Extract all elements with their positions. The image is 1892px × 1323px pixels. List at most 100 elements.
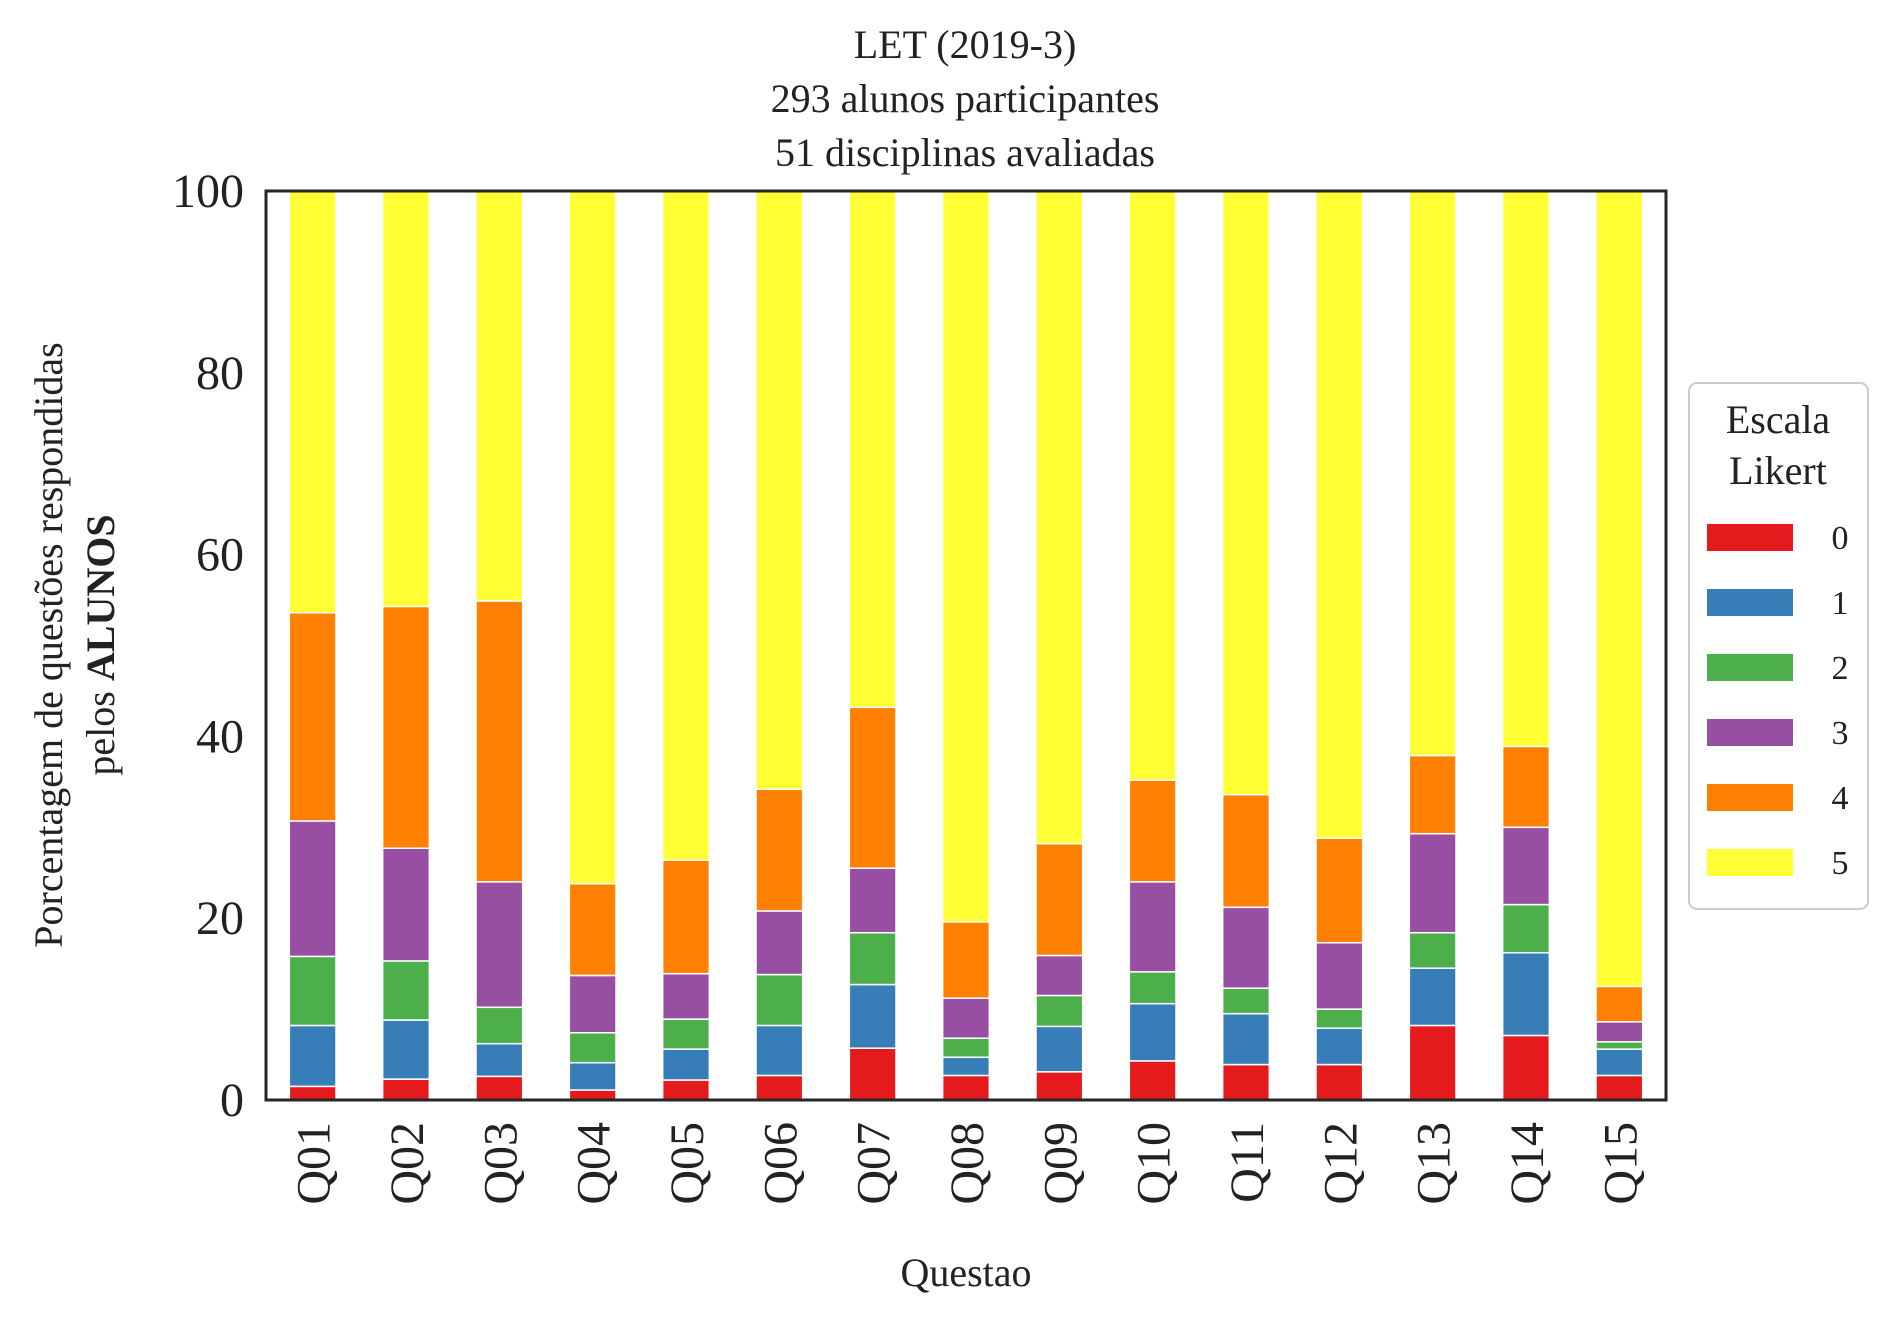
bar-q06-level-3 <box>755 910 804 976</box>
x-tick-label: Q03 <box>474 1122 527 1205</box>
y-axis-label-bold: ALUNOS <box>78 514 123 681</box>
bar-q10-level-0 <box>1128 1060 1177 1101</box>
bar-q02-level-1 <box>381 1019 431 1080</box>
y-axis-label: Porcentagem de questões respondidas pelo… <box>26 342 123 947</box>
y-tick-label: 20 <box>196 892 244 945</box>
x-tick-label: Q15 <box>1594 1122 1647 1205</box>
x-axis-label: Questao <box>900 1250 1031 1295</box>
bar-q01-level-4 <box>288 612 337 822</box>
legend-label-5: 5 <box>1832 845 1849 882</box>
bar-q11-level-2 <box>1221 987 1271 1015</box>
bar-q05-level-0 <box>661 1079 711 1101</box>
bar-q15-level-1 <box>1595 1048 1644 1077</box>
legend-label-2: 2 <box>1832 650 1849 687</box>
bar-q05-level-4 <box>661 859 711 975</box>
bar-q14-level-3 <box>1501 826 1551 906</box>
x-tick-label: Q12 <box>1314 1122 1367 1205</box>
bar-q04-level-2 <box>568 1031 617 1064</box>
bar-q14-level-4 <box>1501 745 1551 829</box>
y-tick-label: 60 <box>196 529 244 582</box>
bar-q15-level-4 <box>1595 985 1644 1023</box>
y-axis-label-line-1: Porcentagem de questões respondidas <box>26 342 71 947</box>
bar-q02-level-2 <box>381 960 431 1021</box>
bar-q13-level-0 <box>1408 1024 1457 1101</box>
legend-title-line-1: Escala <box>1726 397 1831 442</box>
bar-q06-level-4 <box>755 788 804 912</box>
bar-q14-level-0 <box>1501 1034 1551 1101</box>
bar-q06-level-0 <box>755 1074 804 1101</box>
bar-q10-level-1 <box>1128 1002 1177 1062</box>
bar-q08-level-3 <box>941 997 991 1039</box>
bar-q12-level-0 <box>1315 1063 1364 1101</box>
bar-q07-level-3 <box>848 867 897 934</box>
title-line-2: 293 alunos participantes <box>771 76 1160 121</box>
x-tick-label: Q05 <box>661 1122 714 1205</box>
bar-q01-level-5 <box>288 190 337 614</box>
x-tick-label: Q10 <box>1128 1122 1181 1205</box>
bar-q12-level-1 <box>1315 1027 1364 1066</box>
bar-q06-level-1 <box>755 1024 804 1077</box>
bar-q09-level-5 <box>1035 190 1084 845</box>
bar-q04-level-1 <box>568 1061 617 1091</box>
bar-q03-level-5 <box>475 190 524 602</box>
bar-q05-level-3 <box>661 972 711 1020</box>
bar-q13-level-5 <box>1408 190 1457 757</box>
legend-label-0: 0 <box>1832 520 1849 557</box>
bar-q02-level-0 <box>381 1078 431 1101</box>
y-tick-label: 0 <box>220 1074 244 1127</box>
bar-q11-level-4 <box>1221 793 1271 909</box>
bar-q14-level-5 <box>1501 190 1551 748</box>
x-tick-label: Q09 <box>1034 1122 1087 1205</box>
legend-box <box>1688 382 1869 910</box>
title-line-1: LET (2019-3) <box>854 22 1077 67</box>
bar-q03-level-4 <box>475 600 524 883</box>
bar-q10-level-3 <box>1128 881 1177 973</box>
x-tick-label: Q11 <box>1221 1122 1274 1203</box>
bar-q10-level-5 <box>1128 190 1177 781</box>
y-axis: 0 20 40 60 80 100 <box>172 165 244 1127</box>
bar-q13-level-1 <box>1408 967 1457 1027</box>
chart-title: LET (2019-3) 293 alunos participantes 51… <box>771 22 1160 175</box>
bar-q10-level-4 <box>1128 779 1177 883</box>
bar-q13-level-2 <box>1408 931 1457 969</box>
bar-q03-level-1 <box>475 1042 524 1078</box>
bar-q10-level-2 <box>1128 971 1177 1005</box>
bar-q05-level-1 <box>661 1048 711 1081</box>
y-axis-label-line-2: pelos ALUNOS <box>78 514 123 775</box>
title-line-3: 51 disciplinas avaliadas <box>775 130 1155 175</box>
bar-q08-level-5 <box>941 190 991 923</box>
bar-q04-level-4 <box>568 882 617 977</box>
bars-layer <box>288 190 1644 1101</box>
bar-q11-level-3 <box>1221 906 1271 989</box>
bar-q07-level-5 <box>848 190 897 709</box>
x-tick-label: Q08 <box>941 1122 994 1205</box>
bar-q02-level-4 <box>381 605 431 849</box>
legend-items: 0 1 2 3 4 5 <box>1707 520 1849 882</box>
legend-swatch-5 <box>1707 849 1793 876</box>
bar-q03-level-0 <box>475 1075 524 1101</box>
bar-q15-level-2 <box>1595 1041 1644 1050</box>
bar-q09-level-1 <box>1035 1025 1084 1073</box>
legend-swatch-2 <box>1707 654 1793 681</box>
x-tick-label: Q02 <box>381 1122 434 1205</box>
bar-q04-level-5 <box>568 190 617 885</box>
plot-frame <box>264 189 1668 1102</box>
bar-q07-level-4 <box>848 706 897 869</box>
y-tick-label: 100 <box>172 165 244 218</box>
x-tick-label: Q07 <box>848 1122 901 1205</box>
bar-q09-level-3 <box>1035 954 1084 997</box>
bar-q01-level-2 <box>288 955 337 1027</box>
bar-q08-level-0 <box>941 1074 991 1101</box>
bar-q03-level-2 <box>475 1006 524 1045</box>
bar-q09-level-4 <box>1035 842 1084 957</box>
x-tick-label: Q14 <box>1501 1122 1554 1205</box>
bar-q09-level-2 <box>1035 994 1084 1028</box>
legend-title-line-2: Likert <box>1729 448 1827 493</box>
x-tick-label: Q01 <box>288 1122 341 1205</box>
y-tick-label: 80 <box>196 347 244 400</box>
bar-q01-level-3 <box>288 820 337 958</box>
bar-q12-level-2 <box>1315 1008 1364 1029</box>
bar-q11-level-5 <box>1221 190 1271 796</box>
bar-q01-level-0 <box>288 1085 337 1101</box>
bar-q11-level-1 <box>1221 1012 1271 1066</box>
